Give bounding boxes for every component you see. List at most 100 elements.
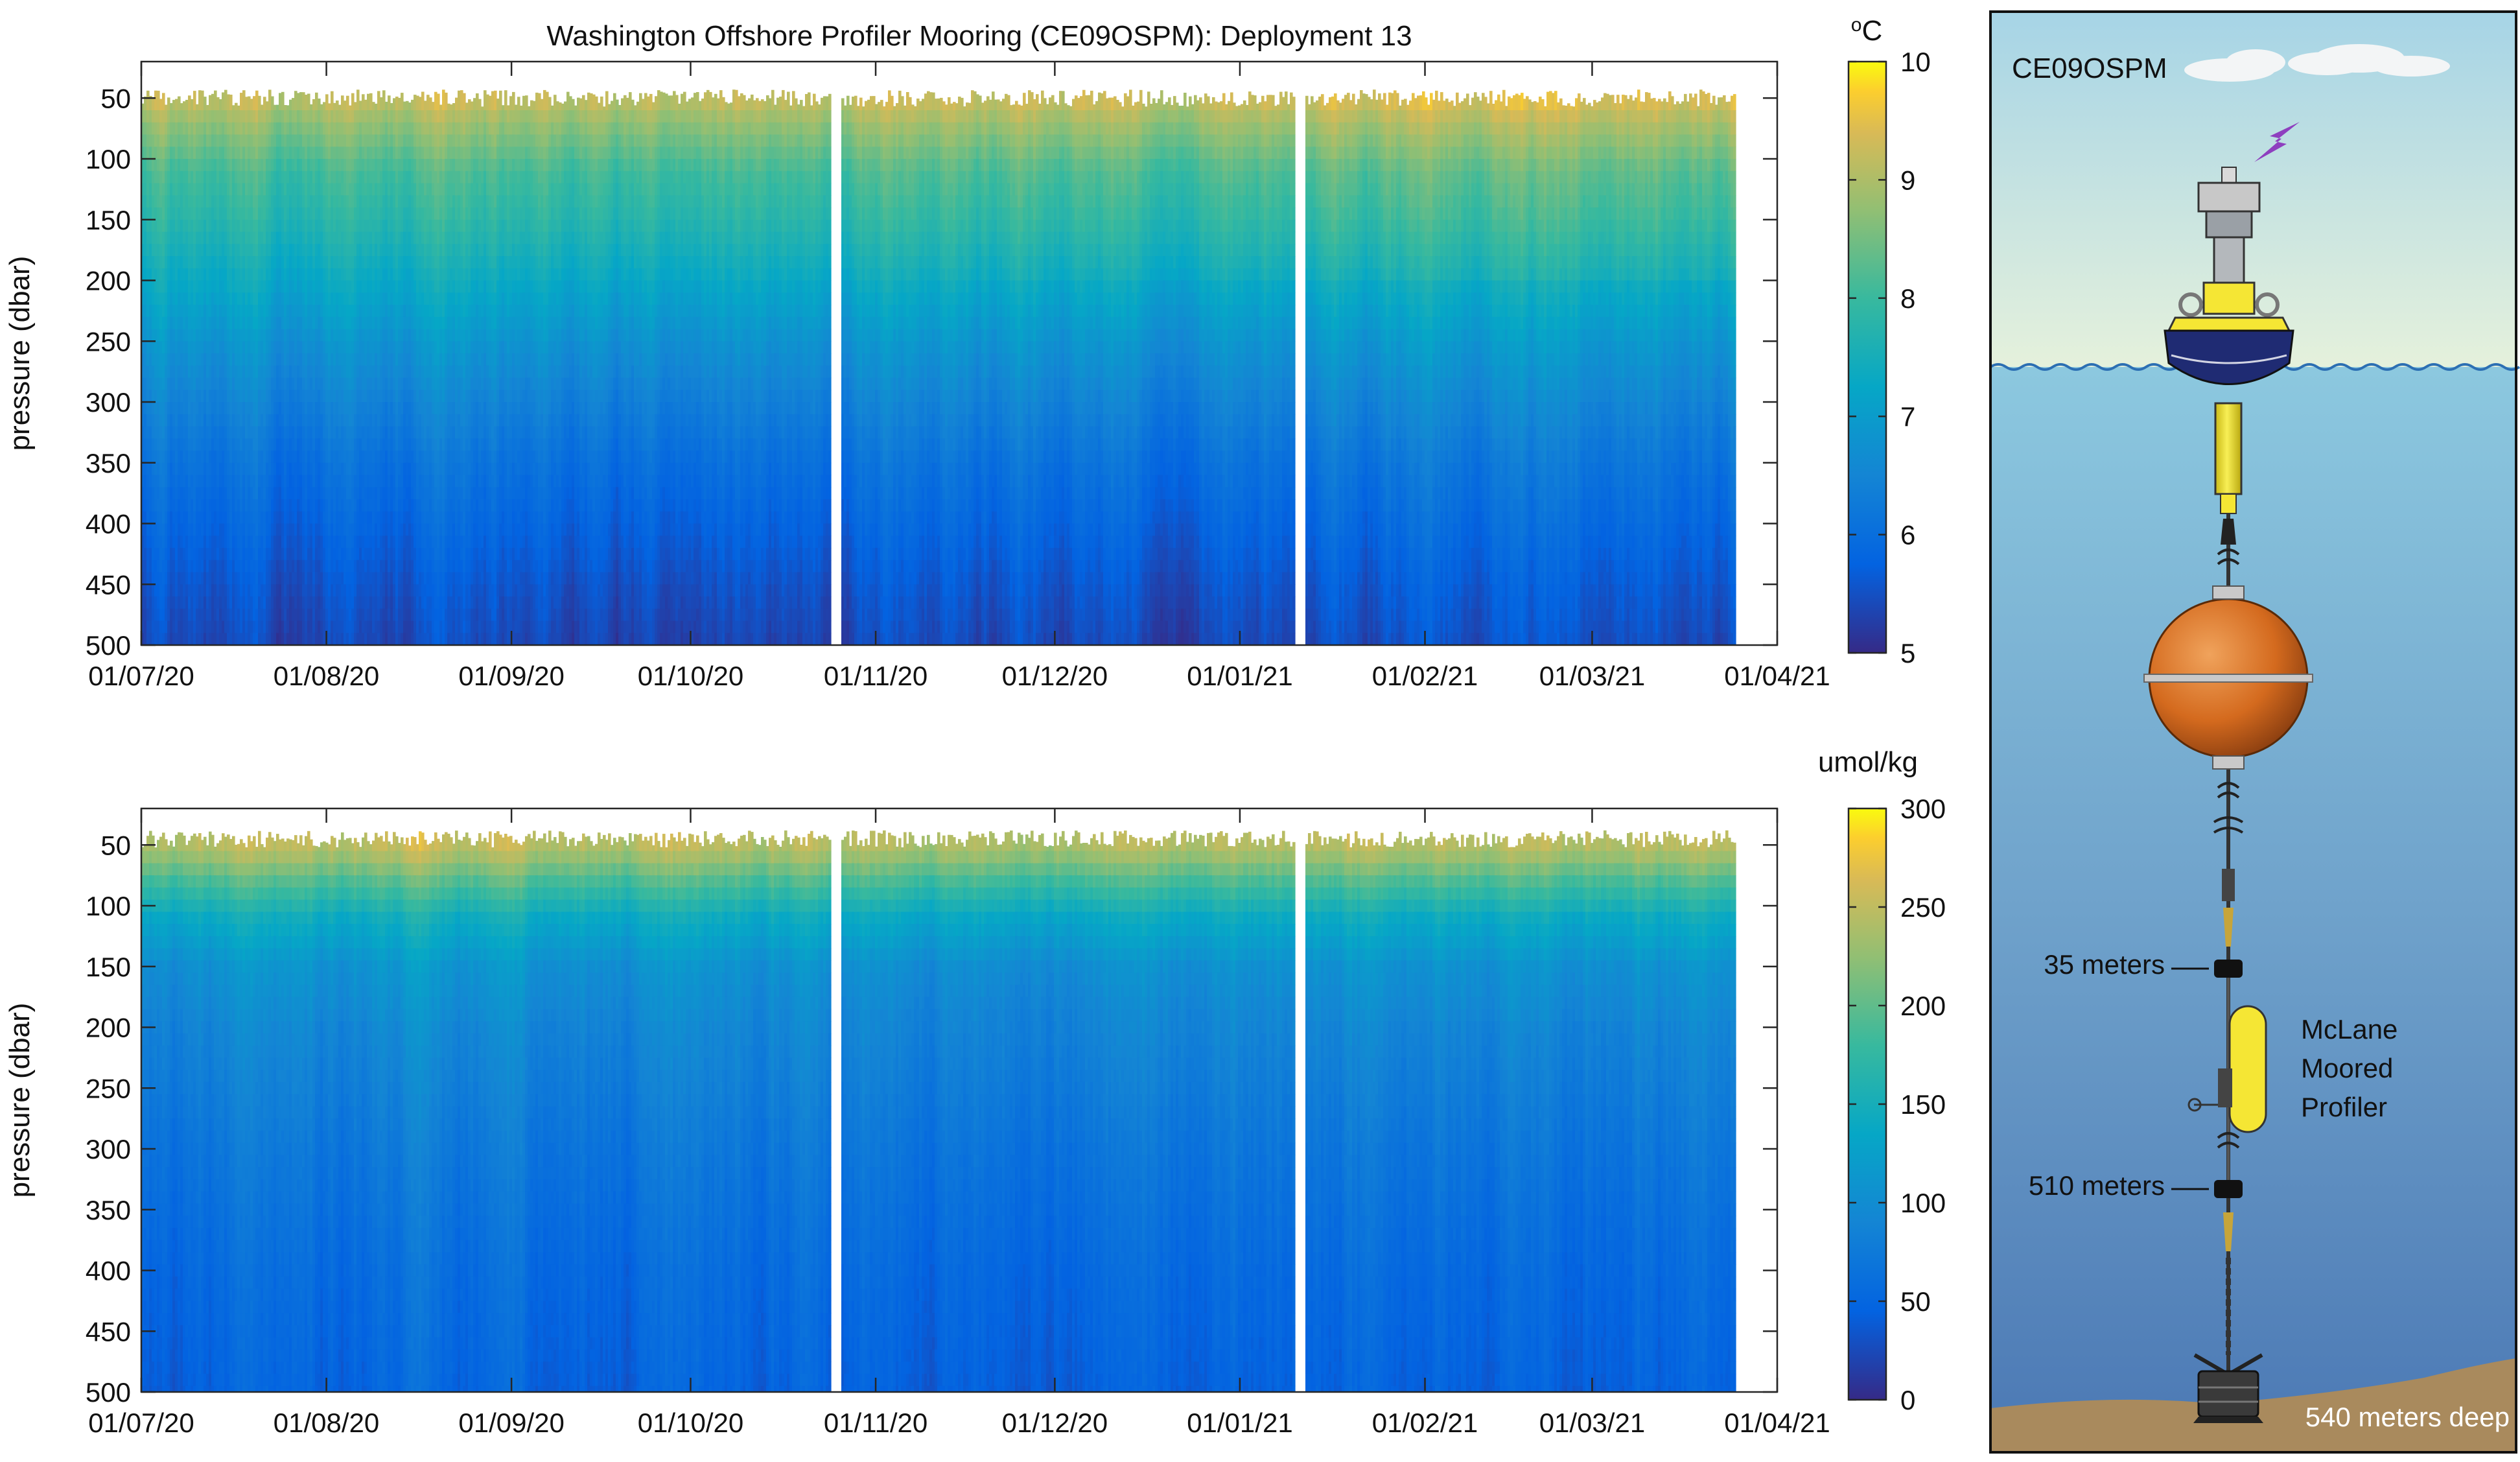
heatmap-cell — [245, 110, 248, 123]
heatmap-cell — [170, 427, 173, 439]
heatmap-cell — [152, 402, 155, 414]
heatmap-cell — [419, 232, 422, 244]
heatmap-cell — [185, 292, 189, 305]
heatmap-cell — [403, 268, 406, 281]
heatmap-cell — [411, 159, 414, 171]
heatmap-cell — [167, 207, 170, 220]
heatmap-cell — [196, 621, 199, 633]
heatmap-cell — [320, 584, 323, 596]
heatmap-cell — [191, 548, 194, 560]
heatmap-cell — [369, 390, 373, 402]
heatmap-cell — [390, 292, 393, 305]
heatmap-cell — [268, 584, 272, 596]
heatmap-cell — [302, 195, 305, 207]
heatmap-cell — [356, 427, 360, 439]
heatmap-cell — [356, 596, 360, 609]
heatmap-cell — [232, 499, 235, 512]
heatmap-cell — [167, 475, 170, 488]
heatmap-cell — [185, 402, 189, 414]
heatmap-cell — [258, 548, 261, 560]
heatmap-cell — [274, 548, 277, 560]
heatmap-cell — [274, 402, 277, 414]
heatmap-cell — [178, 256, 181, 268]
heatmap-cell — [196, 584, 199, 596]
heatmap-cell — [364, 572, 368, 585]
heatmap-cell — [388, 487, 391, 499]
heatmap-cell — [333, 609, 336, 621]
heatmap-cell — [388, 414, 391, 427]
heatmap-cell — [325, 329, 329, 342]
heatmap-cell — [261, 281, 264, 293]
heatmap-cell — [152, 317, 155, 329]
heatmap-cell — [320, 596, 323, 609]
heatmap-cell — [292, 281, 295, 293]
heatmap-cell — [274, 633, 277, 645]
heatmap-cell — [338, 110, 342, 123]
heatmap-cell — [209, 621, 212, 633]
heatmap-cell — [312, 427, 316, 439]
heatmap-cell — [284, 487, 287, 499]
heatmap-cell — [222, 609, 225, 621]
heatmap-cell — [180, 414, 183, 427]
heatmap-cell — [188, 633, 191, 645]
heatmap-cell — [333, 232, 336, 244]
heatmap-cell — [338, 353, 342, 366]
heatmap-cell — [294, 621, 298, 633]
heatmap-cell — [305, 427, 308, 439]
heatmap-cell — [227, 560, 230, 572]
heatmap-cell — [276, 475, 279, 488]
heatmap-cell — [167, 256, 170, 268]
heatmap-cell — [344, 414, 347, 427]
heatmap-cell — [167, 97, 170, 110]
heatmap-cell — [149, 609, 152, 621]
heatmap-cell — [310, 183, 313, 196]
heatmap-cell — [170, 183, 173, 196]
heatmap-cell — [185, 621, 189, 633]
heatmap-cell — [206, 584, 209, 596]
heatmap-cell — [328, 268, 331, 281]
heatmap-cell — [188, 475, 191, 488]
heatmap-cell — [268, 487, 272, 499]
heatmap-cell — [276, 195, 279, 207]
heatmap-cell — [351, 256, 355, 268]
heatmap-cell — [170, 487, 173, 499]
heatmap-cell — [305, 475, 308, 488]
heatmap-cell — [359, 487, 362, 499]
heatmap-cell — [398, 402, 401, 414]
heatmap-cell — [167, 596, 170, 609]
heatmap-cell — [263, 329, 266, 342]
heatmap-cell — [367, 94, 370, 111]
heatmap-cell — [401, 584, 404, 596]
heatmap-cell — [172, 171, 176, 183]
heatmap-cell — [167, 390, 170, 402]
heatmap-cell — [286, 645, 290, 652]
heatmap-cell — [312, 281, 316, 293]
heatmap-cell — [180, 123, 183, 135]
heatmap-cell — [219, 159, 222, 171]
heatmap-cell — [180, 305, 183, 317]
heatmap-cell — [235, 621, 238, 633]
heatmap-cell — [250, 232, 253, 244]
heatmap-cell — [237, 329, 240, 342]
heatmap-cell — [206, 244, 209, 256]
heatmap-cell — [193, 195, 196, 207]
heatmap-cell — [222, 183, 225, 196]
heatmap-cell — [255, 147, 259, 159]
heatmap-cell — [180, 135, 183, 147]
heatmap-cell — [146, 135, 150, 147]
heatmap-cell — [237, 499, 240, 512]
heatmap-cell — [403, 463, 406, 475]
heatmap-cell — [224, 524, 228, 536]
heatmap-cell — [398, 487, 401, 499]
heatmap-cell — [395, 256, 399, 268]
heatmap-cell — [191, 499, 194, 512]
heatmap-cell — [416, 110, 419, 123]
heatmap-cell — [222, 621, 225, 633]
heatmap-cell — [289, 305, 292, 317]
heatmap-cell — [258, 536, 261, 548]
heatmap-cell — [414, 499, 417, 512]
heatmap-cell — [159, 390, 163, 402]
heatmap-cell — [406, 402, 409, 414]
heatmap-cell — [216, 427, 220, 439]
